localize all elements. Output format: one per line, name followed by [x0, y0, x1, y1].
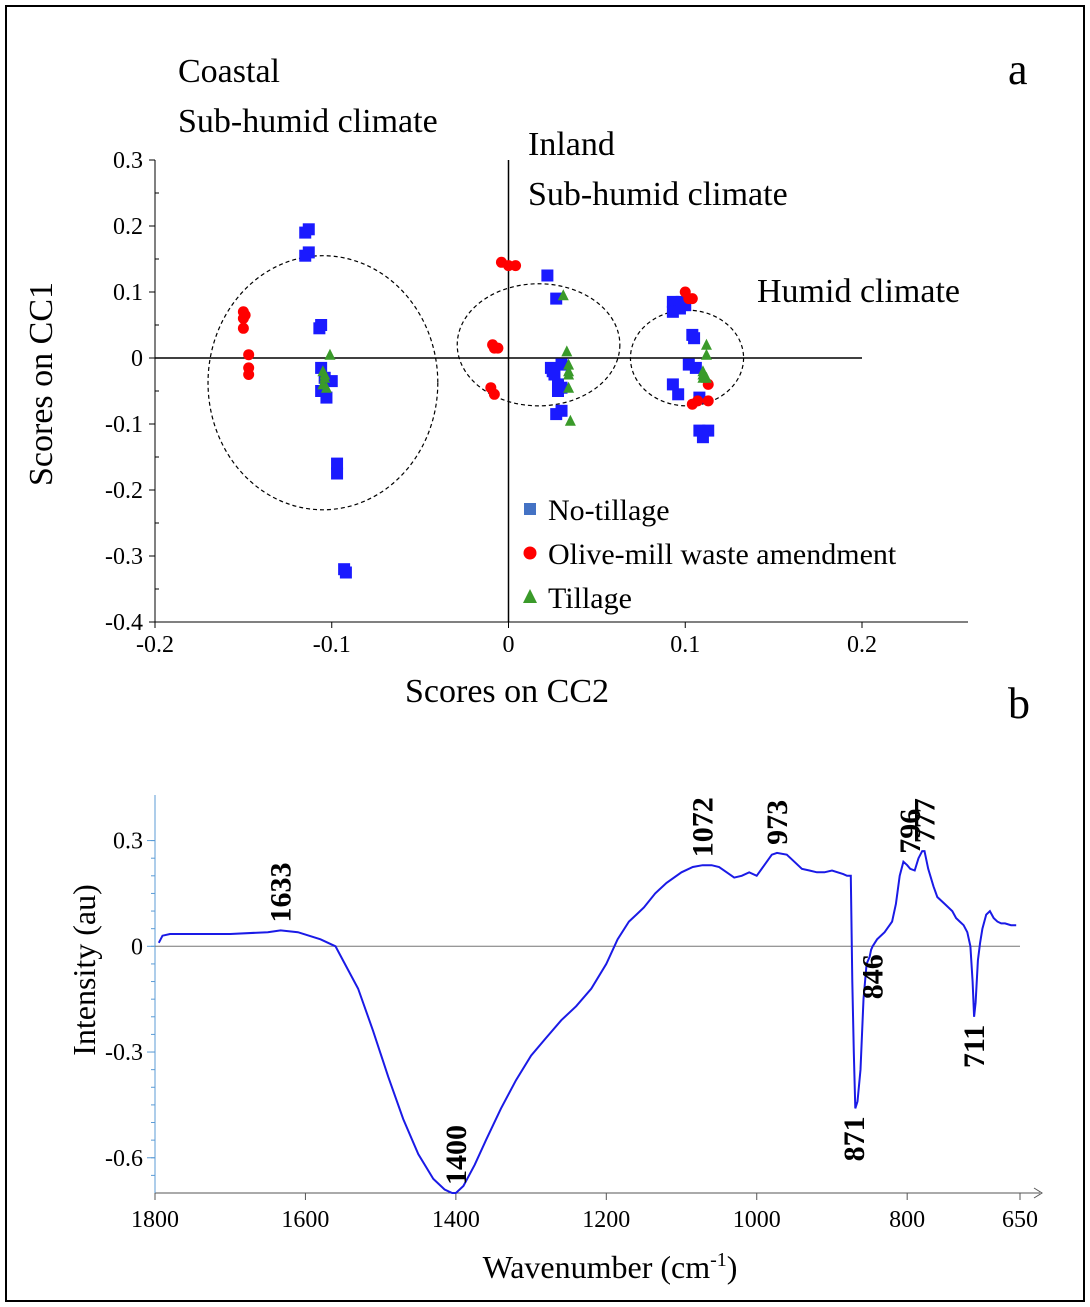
point-olive-mill-waste — [488, 388, 500, 400]
group-label: Coastal — [178, 53, 280, 90]
y-tick-label-b: -0.3 — [105, 1040, 143, 1066]
figure-frame — [5, 5, 1085, 1302]
group-label: Inland — [528, 126, 615, 163]
y-tick-label-b: -0.6 — [105, 1146, 143, 1172]
peak-label: 796 — [894, 809, 927, 854]
legend: No-tillage Olive-mill waste amendment Till… — [523, 494, 897, 615]
peak-label: 846 — [857, 954, 890, 999]
peak-label: 777 — [908, 798, 941, 843]
point-tillage — [563, 368, 575, 380]
y-tick-label: 0 — [131, 346, 143, 372]
peak-label: 1072 — [687, 797, 720, 857]
point-no-tillage — [666, 305, 679, 318]
group-ellipse — [207, 255, 439, 511]
peak-label: 973 — [761, 800, 794, 845]
point-tillage — [700, 338, 712, 350]
point-tillage — [561, 345, 573, 357]
point-no-tillage — [339, 566, 352, 579]
point-tillage — [563, 381, 575, 393]
point-olive-mill-waste — [243, 369, 255, 380]
legend-label: Olive-mill waste amendment — [548, 538, 897, 571]
point-olive-mill-waste — [237, 322, 249, 334]
point-no-tillage — [672, 388, 685, 401]
panel-b-label: b — [1008, 679, 1030, 728]
y-axis-title: Scores on CC1 — [23, 282, 60, 486]
point-no-tillage — [689, 361, 702, 374]
point-olive-mill-waste — [686, 293, 698, 305]
x-tick-label-b: 1000 — [733, 1207, 781, 1233]
x-axis-title: Scores on CC2 — [405, 673, 609, 710]
x-axis-arrow — [1033, 1187, 1043, 1199]
y-axis-title-b: Intensity (au) — [66, 884, 102, 1056]
panel-a-label: a — [1008, 45, 1028, 94]
y-tick-label: -0.1 — [105, 412, 143, 438]
y-tick-label: 0.3 — [113, 148, 143, 174]
point-no-tillage — [696, 431, 709, 444]
point-no-tillage — [688, 332, 701, 345]
y-tick-label: 0.2 — [113, 214, 143, 240]
x-axis-title-b: Wavenumber (cm-1) — [483, 1249, 738, 1285]
point-olive-mill-waste — [492, 342, 504, 354]
point-no-tillage — [550, 292, 563, 305]
x-tick-label: 0.2 — [847, 632, 877, 658]
point-olive-mill-waste — [239, 309, 251, 321]
point-olive-mill-waste — [243, 349, 255, 361]
point-tillage — [320, 381, 332, 393]
group-label: Humid climate — [757, 273, 960, 310]
y-tick-label: -0.2 — [105, 478, 143, 504]
x-tick-label: -0.2 — [136, 632, 174, 658]
peak-label: 711 — [958, 1025, 991, 1068]
x-tick-label-b: 1800 — [131, 1207, 179, 1233]
peak-label: 1400 — [440, 1125, 473, 1185]
legend-label: Tillage — [548, 582, 632, 615]
peak-label: 871 — [838, 1116, 871, 1161]
x-tick-label: -0.1 — [313, 632, 351, 658]
legend-marker-triangle — [523, 589, 537, 603]
point-no-tillage — [320, 391, 333, 404]
point-no-tillage — [331, 467, 344, 480]
y-tick-label: -0.3 — [105, 544, 143, 570]
spectrum-line — [157, 850, 1017, 1194]
legend-marker-square — [524, 503, 536, 515]
group-label: Sub-humid climate — [178, 103, 438, 140]
peak-label: 1633 — [265, 862, 298, 922]
y-tick-label: -0.4 — [105, 610, 143, 636]
x-tick-label-b: 1200 — [582, 1207, 630, 1233]
x-tick-label-b: 1600 — [281, 1207, 329, 1233]
point-tillage — [563, 358, 575, 370]
point-no-tillage — [666, 378, 679, 391]
point-tillage — [324, 348, 336, 360]
point-no-tillage — [331, 457, 344, 470]
legend-label: No-tillage — [548, 494, 670, 527]
x-tick-label-b: 800 — [889, 1207, 925, 1233]
point-tillage — [697, 371, 709, 383]
point-no-tillage — [299, 249, 312, 262]
y-tick-label: 0.1 — [113, 280, 143, 306]
point-no-tillage — [313, 322, 326, 335]
point-olive-mill-waste — [686, 398, 698, 410]
point-tillage — [564, 414, 576, 426]
y-tick-label-b: 0.3 — [113, 829, 143, 855]
x-tick-label: 0 — [503, 632, 515, 658]
group-ellipse — [456, 283, 621, 407]
x-tick-label: 0.1 — [670, 632, 700, 658]
legend-marker-circle — [523, 546, 537, 560]
point-olive-mill-waste — [510, 260, 522, 272]
point-no-tillage — [541, 269, 554, 282]
point-olive-mill-waste — [702, 395, 714, 407]
point-tillage — [700, 348, 712, 360]
y-tick-label-b: 0 — [131, 934, 143, 960]
x-tick-label-b: 650 — [1002, 1207, 1038, 1233]
point-no-tillage — [299, 226, 312, 239]
group-label: Sub-humid climate — [528, 176, 788, 213]
point-no-tillage — [550, 408, 563, 421]
panel-a: a -0.2 -0.1 0 0.1 0.2 0.3 0.2 0.1 0 -0.1 -0.2 -0.3 -… — [23, 45, 1028, 710]
panel-b: b 1800 1600 1400 1200 1000 800 650 0.3 0 -0.3 -0.6… — [66, 679, 1043, 1285]
point-tillage — [557, 289, 569, 301]
x-tick-label-b: 1400 — [432, 1207, 480, 1233]
point-tillage — [319, 371, 331, 383]
